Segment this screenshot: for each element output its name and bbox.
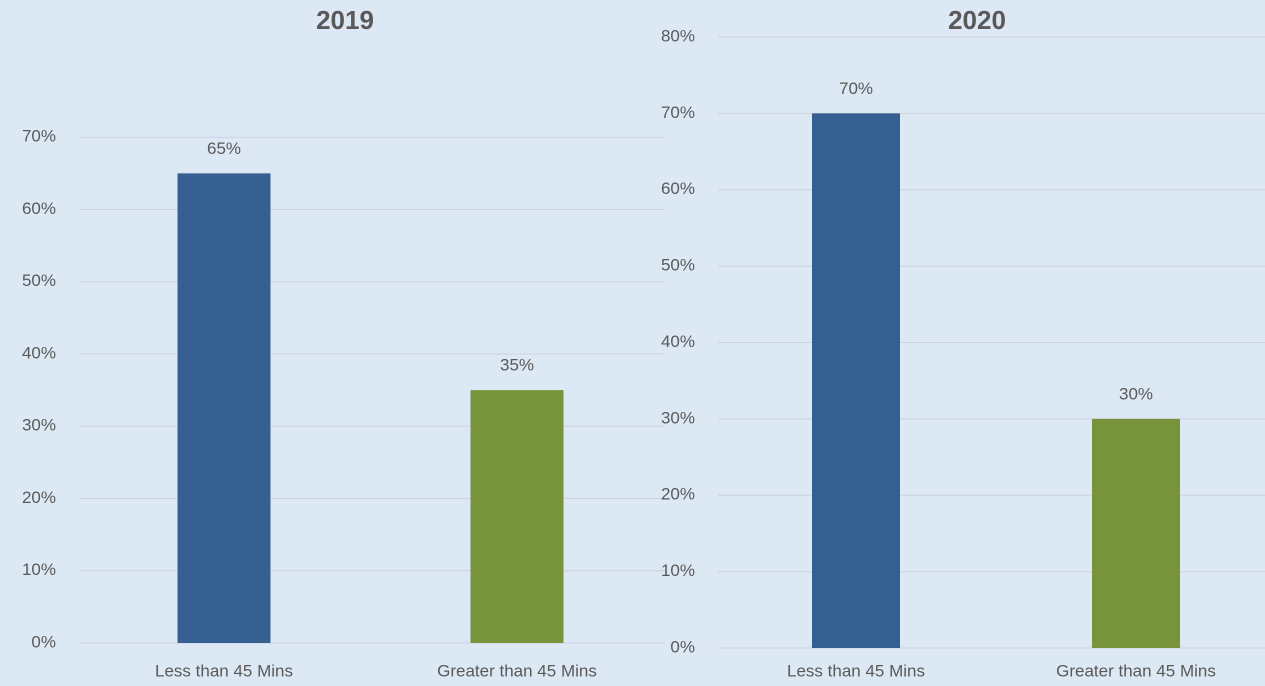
y-tick-label: 80% <box>661 26 695 45</box>
y-tick-label: 60% <box>22 199 56 218</box>
y-tick-label: 50% <box>22 271 56 290</box>
data-label: 35% <box>500 356 534 375</box>
x-tick-label: Less than 45 Mins <box>787 661 925 680</box>
y-tick-label: 0% <box>670 637 695 656</box>
chart-title: 2020 <box>948 5 1006 35</box>
x-tick-label: Less than 45 Mins <box>155 661 293 680</box>
y-tick-label: 0% <box>31 632 56 651</box>
data-label: 65% <box>207 139 241 158</box>
data-label: 30% <box>1119 384 1153 403</box>
x-tick-label: Greater than 45 Mins <box>437 661 597 680</box>
bar <box>177 173 271 643</box>
y-tick-label: 20% <box>661 485 695 504</box>
y-tick-label: 10% <box>22 560 56 579</box>
y-tick-label: 10% <box>661 561 695 580</box>
bar <box>470 390 564 643</box>
y-tick-label: 50% <box>661 256 695 275</box>
bar <box>812 113 900 648</box>
y-tick-label: 30% <box>661 408 695 427</box>
chart-title: 2019 <box>316 5 374 35</box>
y-tick-label: 60% <box>661 179 695 198</box>
x-tick-label: Greater than 45 Mins <box>1056 661 1216 680</box>
y-tick-label: 70% <box>22 127 56 146</box>
y-tick-label: 70% <box>661 103 695 122</box>
y-tick-label: 20% <box>22 488 56 507</box>
data-label: 70% <box>839 79 873 98</box>
bar <box>1092 418 1180 648</box>
y-tick-label: 40% <box>22 343 56 362</box>
y-tick-label: 30% <box>22 416 56 435</box>
y-tick-label: 40% <box>661 332 695 351</box>
